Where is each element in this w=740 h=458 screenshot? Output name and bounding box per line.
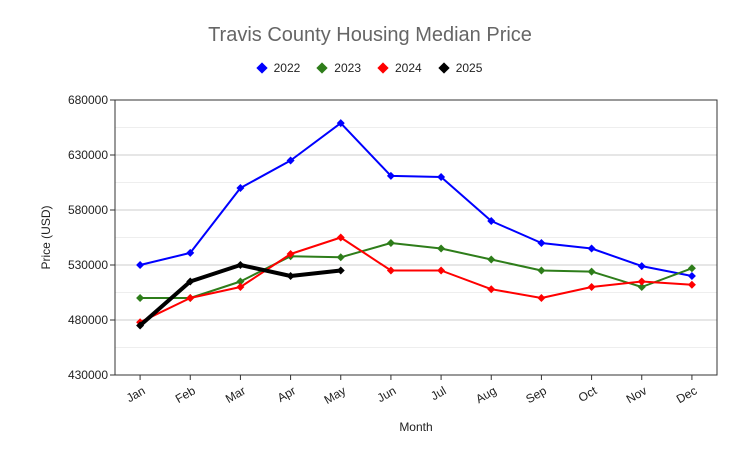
data-point: [437, 173, 446, 181]
data-point: [186, 294, 195, 302]
data-point: [487, 285, 496, 294]
legend-item-2023[interactable]: 2023: [316, 61, 361, 75]
data-point: [286, 272, 295, 280]
data-point: [186, 248, 195, 257]
data-point: [186, 277, 195, 286]
x-tick-label: Feb: [173, 383, 198, 406]
data-point: [336, 266, 345, 275]
x-tick-label: Dec: [674, 383, 699, 406]
x-tick-label: Jul: [428, 383, 448, 403]
series-line-2022: [139, 122, 693, 277]
y-tick-label: 530000: [68, 258, 108, 272]
x-tick-label: Mar: [223, 383, 248, 405]
data-point: [336, 253, 345, 262]
x-tick-label: Aug: [473, 383, 498, 406]
legend-label: 2025: [455, 61, 483, 75]
series-line-2025: [138, 263, 343, 328]
series-line-2023: [139, 242, 693, 299]
data-point: [437, 266, 446, 275]
x-tick-label: Jun: [375, 383, 399, 405]
y-axis-label: Price (USD): [39, 205, 53, 269]
legend-label: 2022: [273, 61, 301, 75]
y-tick-label: 580000: [68, 203, 108, 217]
data-point: [537, 294, 546, 302]
data-point: [637, 262, 646, 271]
data-point: [487, 217, 496, 225]
x-tick-label: Jan: [124, 383, 148, 405]
data-point: [236, 277, 245, 286]
data-point: [587, 244, 596, 253]
x-tick-label: Sep: [523, 383, 549, 406]
data-point: [487, 255, 496, 264]
data-point: [437, 244, 446, 253]
x-tick-label: Nov: [624, 383, 649, 406]
data-point: [687, 280, 696, 289]
x-axis-label: Month: [399, 420, 432, 434]
y-tick-label: 680000: [68, 93, 108, 107]
x-tick-label: May: [322, 383, 349, 406]
data-point: [336, 119, 345, 128]
legend: 2022 2023 2024 2025: [0, 61, 740, 75]
data-point: [637, 277, 646, 286]
data-point: [587, 267, 596, 276]
y-tick-label: 430000: [68, 368, 108, 382]
y-tick-label: 630000: [68, 148, 108, 162]
legend-item-2024[interactable]: 2024: [377, 61, 422, 75]
data-point: [687, 264, 696, 273]
x-tick-label: Apr: [275, 383, 298, 404]
data-point: [386, 171, 395, 180]
legend-label: 2023: [334, 61, 361, 75]
chart-title: Travis County Housing Median Price: [208, 24, 532, 46]
plot-frame: [114, 99, 718, 376]
data-point: [286, 156, 295, 165]
data-point: [687, 272, 696, 280]
series-line-2024: [139, 236, 693, 324]
legend-item-2022[interactable]: 2022: [255, 61, 301, 75]
data-point: [537, 266, 546, 275]
data-point: [336, 233, 345, 242]
data-point: [136, 321, 145, 330]
data-point: [587, 283, 596, 291]
x-tick-label: Oct: [576, 383, 600, 405]
data-point: [537, 239, 546, 247]
data-point: [386, 266, 395, 275]
legend-item-2025[interactable]: 2025: [438, 61, 483, 75]
data-point: [236, 184, 245, 192]
data-point: [637, 283, 646, 291]
data-point: [136, 261, 145, 269]
data-point: [236, 283, 245, 291]
legend-label: 2024: [395, 61, 422, 75]
data-point: [286, 250, 295, 258]
data-point: [386, 239, 395, 247]
data-point: [236, 261, 245, 269]
y-tick-label: 480000: [68, 313, 108, 327]
data-point: [136, 294, 145, 302]
